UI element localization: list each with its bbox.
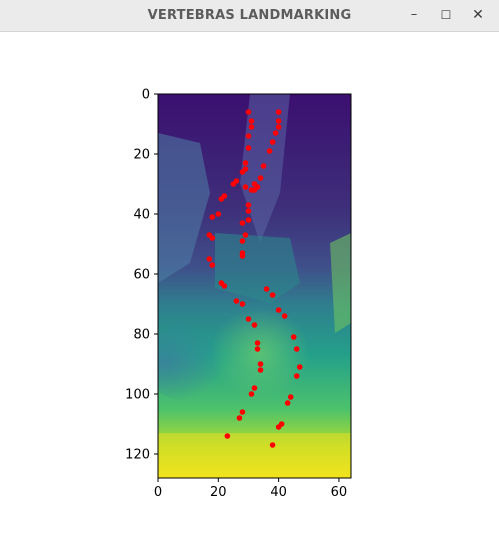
landmark-point — [239, 409, 246, 415]
landmark-point — [290, 334, 297, 340]
landmark-point — [209, 214, 216, 220]
landmark-point — [263, 286, 270, 292]
x-tick-label: 60 — [331, 485, 348, 500]
landmark-point — [260, 163, 267, 169]
y-tick-label: 0 — [142, 88, 150, 103]
minimize-icon: – — [410, 7, 418, 22]
landmark-point — [245, 316, 252, 322]
landmark-point — [221, 283, 228, 289]
landmark-point — [293, 373, 300, 379]
landmark-point — [275, 118, 282, 124]
y-tick-label: 80 — [133, 328, 150, 343]
landmark-point — [209, 235, 216, 241]
y-tick-label: 40 — [133, 208, 150, 223]
landmark-point — [287, 394, 294, 400]
minimize-button[interactable]: – — [396, 0, 432, 32]
landmark-point — [251, 322, 258, 328]
landmark-point — [251, 187, 258, 193]
landmark-point — [242, 232, 249, 238]
landmark-point — [248, 124, 255, 130]
landmark-point — [269, 442, 276, 448]
landmark-point — [239, 253, 246, 259]
landmark-point — [293, 346, 300, 352]
landmark-point — [275, 424, 282, 430]
landmark-point — [269, 292, 276, 298]
landmark-point — [209, 262, 216, 268]
window-title: VERTEBRAS LANDMARKING — [147, 8, 352, 23]
landmark-point — [254, 346, 261, 352]
landmark-point — [254, 340, 261, 346]
landmark-point — [272, 130, 279, 136]
landmark-point — [248, 118, 255, 124]
scatter-plot: 0 20 40 60 0 20 40 60 80 100 120 — [125, 88, 352, 501]
landmark-point — [284, 400, 291, 406]
landmark-point — [251, 385, 258, 391]
image-background — [158, 94, 351, 478]
y-tick-label: 120 — [125, 448, 150, 463]
landmark-point — [239, 238, 246, 244]
landmark-point — [242, 166, 249, 172]
axes-frame — [157, 93, 352, 479]
landmark-point — [218, 196, 225, 202]
landmark-point — [236, 415, 243, 421]
landmark-point — [206, 256, 213, 262]
landmark-point — [245, 208, 252, 214]
figure-canvas: 0 20 40 60 0 20 40 60 80 100 120 — [0, 33, 499, 534]
landmark-point — [275, 307, 282, 313]
landmark-point — [269, 139, 276, 145]
landmark-point — [245, 145, 252, 151]
y-tick-label: 100 — [125, 388, 150, 403]
landmark-point — [239, 301, 246, 307]
landmark-point — [245, 217, 252, 223]
landmark-point — [242, 184, 249, 190]
landmark-point — [257, 367, 264, 373]
landmark-point — [257, 175, 264, 181]
landmark-point — [215, 211, 222, 217]
x-tick-label: 20 — [210, 485, 227, 500]
close-icon: ✕ — [472, 7, 484, 23]
landmark-point — [266, 148, 273, 154]
landmark-point — [233, 298, 240, 304]
landmark-point — [224, 433, 231, 439]
axis-ticks: 0 20 40 60 0 20 40 60 80 100 120 — [125, 88, 347, 501]
y-tick-label: 60 — [133, 268, 150, 283]
maximize-icon: ☐ — [440, 8, 452, 22]
landmark-point — [239, 220, 246, 226]
landmark-point — [245, 202, 252, 208]
x-tick-label: 0 — [154, 485, 162, 500]
landmark-point — [245, 109, 252, 115]
y-tick-label: 20 — [133, 148, 150, 163]
maximize-button[interactable]: ☐ — [428, 0, 464, 32]
title-bar[interactable]: VERTEBRAS LANDMARKING – ☐ ✕ — [0, 0, 499, 32]
x-tick-label: 40 — [270, 485, 287, 500]
landmark-point — [257, 361, 264, 367]
landmark-point — [245, 133, 252, 139]
landmark-point — [242, 160, 249, 166]
landmark-point — [275, 124, 282, 130]
landmark-point — [296, 364, 303, 370]
landmark-point — [275, 109, 282, 115]
landmark-points — [206, 109, 303, 448]
close-button[interactable]: ✕ — [460, 0, 496, 32]
landmark-point — [281, 313, 288, 319]
landmark-point — [248, 391, 255, 397]
landmark-point — [230, 181, 237, 187]
